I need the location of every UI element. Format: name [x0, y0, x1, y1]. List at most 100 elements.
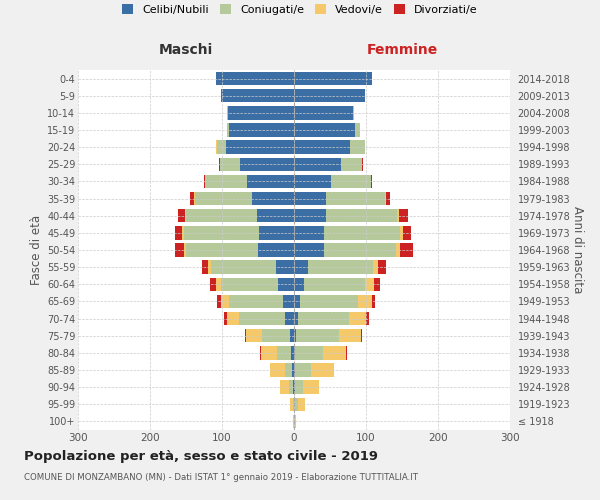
Bar: [178, 209, 185, 222]
Bar: [294, 226, 324, 239]
Bar: [323, 346, 346, 360]
Text: COMUNE DI MONZAMBANO (MN) - Dati ISTAT 1° gennaio 2019 - Elaborazione TUTTITALIA: COMUNE DI MONZAMBANO (MN) - Dati ISTAT 1…: [24, 472, 418, 482]
Bar: [326, 192, 385, 205]
Text: Maschi: Maschi: [159, 44, 213, 58]
Bar: [366, 312, 369, 326]
Bar: [294, 278, 304, 291]
Bar: [294, 398, 298, 411]
Bar: [186, 244, 258, 256]
Bar: [229, 294, 283, 308]
Bar: [396, 244, 400, 256]
Bar: [259, 226, 294, 239]
Bar: [353, 106, 355, 120]
Bar: [295, 364, 311, 376]
Bar: [301, 294, 358, 308]
Bar: [270, 364, 284, 376]
Bar: [227, 124, 229, 136]
Bar: [240, 158, 294, 171]
Bar: [324, 244, 396, 256]
Bar: [403, 226, 412, 239]
Bar: [262, 329, 290, 342]
Bar: [286, 312, 294, 326]
Bar: [210, 278, 216, 291]
Bar: [304, 278, 365, 291]
Bar: [291, 346, 294, 360]
Bar: [294, 209, 326, 222]
Y-axis label: Fasce di età: Fasce di età: [29, 215, 43, 285]
Bar: [185, 209, 186, 222]
Bar: [294, 140, 350, 154]
Bar: [294, 244, 324, 256]
Bar: [324, 226, 400, 239]
Bar: [247, 174, 294, 188]
Bar: [377, 260, 386, 274]
Bar: [294, 294, 301, 308]
Bar: [258, 244, 294, 256]
Bar: [386, 192, 391, 205]
Bar: [340, 329, 361, 342]
Y-axis label: Anni di nascita: Anni di nascita: [571, 206, 584, 294]
Bar: [371, 174, 373, 188]
Bar: [224, 312, 227, 326]
Bar: [294, 260, 308, 274]
Bar: [245, 329, 247, 342]
Bar: [283, 294, 294, 308]
Bar: [294, 124, 355, 136]
Bar: [400, 226, 403, 239]
Bar: [294, 106, 353, 120]
Bar: [284, 364, 292, 376]
Bar: [257, 209, 294, 222]
Text: Popolazione per età, sesso e stato civile - 2019: Popolazione per età, sesso e stato civil…: [24, 450, 378, 463]
Bar: [365, 278, 374, 291]
Bar: [298, 312, 349, 326]
Bar: [355, 124, 359, 136]
Bar: [361, 329, 362, 342]
Bar: [182, 226, 184, 239]
Bar: [202, 260, 208, 274]
Bar: [252, 192, 294, 205]
Bar: [373, 260, 377, 274]
Text: Femmine: Femmine: [367, 44, 437, 58]
Bar: [294, 364, 295, 376]
Bar: [217, 140, 226, 154]
Bar: [184, 226, 259, 239]
Bar: [280, 380, 289, 394]
Bar: [326, 209, 397, 222]
Bar: [385, 192, 386, 205]
Bar: [175, 244, 184, 256]
Bar: [373, 294, 376, 308]
Bar: [294, 414, 296, 428]
Bar: [229, 124, 294, 136]
Bar: [221, 294, 229, 308]
Bar: [294, 380, 295, 394]
Bar: [293, 380, 294, 394]
Bar: [205, 174, 247, 188]
Bar: [216, 278, 221, 291]
Bar: [290, 398, 293, 411]
Bar: [294, 312, 298, 326]
Bar: [400, 244, 413, 256]
Bar: [293, 398, 294, 411]
Bar: [374, 278, 380, 291]
Bar: [219, 158, 220, 171]
Bar: [221, 89, 294, 102]
Bar: [331, 174, 371, 188]
Bar: [278, 278, 294, 291]
Bar: [186, 209, 257, 222]
Bar: [292, 364, 294, 376]
Bar: [311, 364, 334, 376]
Bar: [295, 380, 304, 394]
Bar: [276, 260, 294, 274]
Bar: [397, 209, 399, 222]
Bar: [221, 278, 278, 291]
Bar: [216, 72, 294, 86]
Bar: [349, 312, 366, 326]
Bar: [346, 346, 347, 360]
Bar: [194, 192, 252, 205]
Bar: [217, 294, 221, 308]
Bar: [341, 158, 362, 171]
Bar: [358, 294, 373, 308]
Bar: [227, 106, 228, 120]
Bar: [277, 346, 291, 360]
Bar: [294, 89, 365, 102]
